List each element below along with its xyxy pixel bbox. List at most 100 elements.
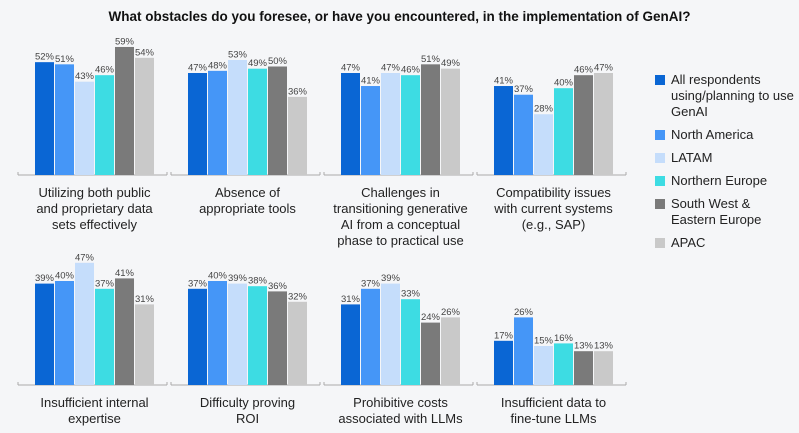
category-label: associated with LLMs	[338, 411, 463, 426]
bar-chart: 52% 51%43%46%59%54%Utilizing both publica…	[17, 36, 627, 426]
category-label: Compatibility issues	[496, 185, 611, 200]
data-label: 37%	[361, 278, 381, 289]
data-label: 46%	[574, 65, 594, 76]
category-label: phase to practical use	[337, 233, 463, 248]
bar	[208, 70, 227, 175]
data-label: 16%	[554, 333, 574, 344]
bar	[381, 283, 400, 385]
data-label: 47%	[75, 252, 95, 263]
bar	[554, 343, 573, 385]
bar	[75, 262, 94, 385]
bar	[534, 346, 553, 385]
data-label: 47%	[381, 63, 401, 74]
bar	[421, 64, 440, 175]
legend-label: LATAM	[671, 150, 713, 165]
category-label: Challenges in	[361, 185, 440, 200]
data-label: 31%	[135, 294, 155, 305]
category-group: 17%26%15% 16%13% 13%Insufficient data tofi…	[476, 307, 627, 426]
category-group: 39% 40%47% 37%41% 31% Insufficient internale…	[17, 252, 168, 426]
legend-item: APAC	[655, 235, 795, 251]
category-label: fine-tune LLMs	[511, 411, 597, 426]
bar	[35, 283, 54, 385]
bar	[514, 94, 533, 175]
data-label: 46%	[95, 65, 115, 76]
bar	[341, 304, 360, 385]
bar	[514, 317, 533, 385]
category-label: Insufficient internal	[40, 395, 148, 410]
bar	[341, 73, 360, 175]
bar	[115, 46, 134, 175]
bar	[95, 75, 114, 175]
data-label: 36%	[268, 281, 288, 292]
category-label: with current systems	[493, 201, 613, 216]
category-label: (e.g., SAP)	[522, 217, 586, 232]
data-label: 28%	[534, 104, 554, 115]
bar	[228, 59, 247, 175]
data-label: 37%	[188, 278, 208, 289]
legend-label: All respondents using/planning to use Ge…	[671, 72, 794, 119]
data-label: 37%	[514, 84, 534, 95]
data-label: 50%	[268, 56, 288, 67]
category-label: Insufficient data to	[501, 395, 606, 410]
legend-swatch	[655, 176, 665, 186]
category-group: 52% 51%43%46% 59%54% Utilizing both publica…	[17, 36, 168, 232]
bar	[95, 288, 114, 385]
data-label: 52%	[35, 52, 55, 63]
data-label: 43%	[75, 71, 95, 82]
data-label: 36%	[288, 86, 308, 97]
category-label: expertise	[68, 411, 121, 426]
data-label: 40%	[55, 271, 75, 282]
data-label: 47%	[341, 63, 361, 74]
bar	[361, 86, 380, 175]
bar	[494, 340, 513, 385]
data-label: 51%	[55, 54, 75, 65]
category-label: transitioning generative	[333, 201, 467, 216]
data-label: 15%	[534, 336, 554, 347]
data-label: 59%	[115, 36, 135, 47]
bar	[115, 278, 134, 385]
bar	[135, 304, 154, 385]
legend: All respondents using/planning to use Ge…	[655, 72, 795, 258]
data-label: 47%	[594, 63, 614, 74]
bar	[188, 288, 207, 385]
bar	[228, 283, 247, 385]
data-label: 33%	[401, 289, 421, 300]
category-label: Absence of	[215, 185, 280, 200]
data-label: 40%	[208, 271, 228, 282]
legend-swatch	[655, 199, 665, 209]
bar	[248, 68, 267, 175]
data-label: 54%	[135, 47, 155, 58]
legend-label: APAC	[671, 235, 706, 250]
bar	[288, 96, 307, 175]
legend-label: South West & Eastern Europe	[671, 196, 762, 227]
legend-label: North America	[671, 127, 754, 142]
category-group: 47% 48%53%49% 50% 36% Absence ofappropriate …	[170, 49, 321, 216]
bar	[268, 66, 287, 175]
data-label: 39%	[35, 273, 55, 284]
bar	[135, 57, 154, 175]
bar	[361, 288, 380, 385]
bar	[441, 317, 460, 385]
bar	[401, 299, 420, 385]
bar	[534, 114, 553, 175]
data-label: 39%	[228, 273, 248, 284]
data-label: 26%	[514, 307, 534, 318]
legend-item: Northern Europe	[655, 173, 795, 189]
data-label: 48%	[208, 60, 228, 71]
bar	[574, 75, 593, 175]
category-label: AI from a conceptual	[341, 217, 460, 232]
category-label: and proprietary data	[36, 201, 153, 216]
bar	[421, 322, 440, 385]
category-label: ROI	[236, 411, 259, 426]
data-label: 53%	[228, 49, 248, 60]
legend-item: North America	[655, 127, 795, 143]
bar	[494, 86, 513, 175]
bar	[75, 81, 94, 175]
category-label: appropriate tools	[199, 201, 296, 216]
bar	[55, 281, 74, 385]
data-label: 13%	[594, 341, 614, 352]
bar	[401, 75, 420, 175]
bar	[208, 281, 227, 385]
data-label: 51%	[421, 54, 441, 65]
